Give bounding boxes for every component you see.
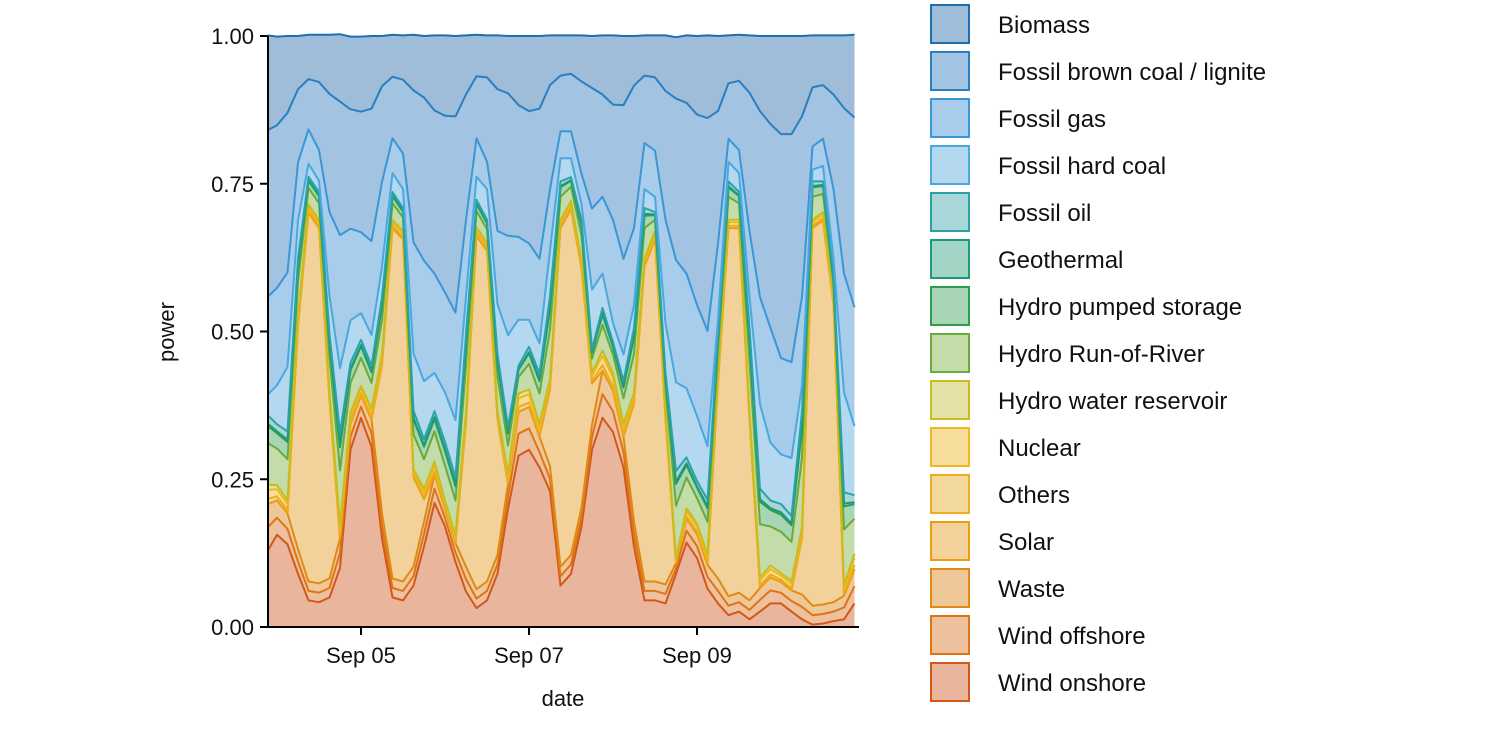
legend-swatch: [930, 145, 970, 185]
legend-swatch: [930, 615, 970, 655]
legend-swatch: [930, 380, 970, 420]
legend-swatch: [930, 333, 970, 373]
legend-swatch: [930, 521, 970, 561]
legend-label: Hydro pumped storage: [998, 294, 1243, 321]
area-lines: [267, 33, 856, 626]
area-solar: [268, 209, 855, 606]
legend-swatch: [930, 4, 970, 44]
legend-item: Fossil hard coal: [930, 145, 1450, 192]
legend-item: Hydro pumped storage: [930, 286, 1450, 333]
area-biomass: [268, 34, 855, 135]
legend-label: Wind onshore: [998, 670, 1147, 697]
x-axis-label: date: [542, 686, 585, 711]
legend-item: Nuclear: [930, 427, 1450, 474]
legend-label: Solar: [998, 529, 1055, 556]
legend-item: Fossil oil: [930, 192, 1450, 239]
legend-item: Solar: [930, 521, 1450, 568]
area-layers: [268, 34, 855, 627]
legend-swatch: [930, 51, 970, 91]
line-fossil-hard-coal: [267, 157, 856, 459]
legend-label: Fossil gas: [998, 106, 1107, 133]
legend-swatch: [930, 192, 970, 232]
legend-item: Wind onshore: [930, 662, 1450, 709]
legend-item: Biomass: [930, 4, 1450, 51]
area-hydro-run-of-river: [268, 186, 855, 585]
legend-swatch: [930, 662, 970, 702]
legend-label: Biomass: [998, 12, 1091, 39]
line-wind-onshore: [267, 416, 856, 626]
area-wind-offshore: [268, 394, 855, 625]
legend-item: Waste: [930, 568, 1450, 615]
legend-label: Nuclear: [998, 435, 1081, 462]
area-fossil-brown-coal-lignite: [268, 73, 855, 363]
line-biomass: [267, 33, 855, 39]
legend-label: Hydro water reservoir: [998, 388, 1228, 415]
legend-swatch: [930, 98, 970, 138]
legend-label: Others: [998, 482, 1071, 509]
line-fossil-brown-coal-lignite: [267, 72, 856, 136]
legend-label: Hydro Run-of-River: [998, 341, 1205, 368]
legend-swatch: [930, 427, 970, 467]
y-tick-label: 0.25: [211, 467, 254, 492]
x-tick-label: Sep 07: [494, 643, 564, 668]
legend-item: Wind offshore: [930, 615, 1450, 662]
y-tick-label: 0.00: [211, 615, 254, 640]
legend-label: Fossil oil: [998, 200, 1092, 227]
y-axis-label: power: [154, 302, 179, 362]
legend-label: Waste: [998, 576, 1066, 603]
x-tick-label: Sep 05: [326, 643, 396, 668]
x-tick-label: Sep 09: [662, 643, 732, 668]
area-fossil-gas: [268, 129, 855, 458]
line-hydro-water-reservoir: [267, 199, 856, 586]
y-tick-label: 0.75: [211, 172, 254, 197]
legend-swatch: [930, 568, 970, 608]
legend-label: Geothermal: [998, 247, 1124, 274]
legend-swatch: [930, 239, 970, 279]
legend-label: Wind offshore: [998, 623, 1146, 650]
y-axis-ticks: 0.00 0.25 0.50 0.75 1.00: [211, 24, 268, 640]
legend-swatch: [930, 474, 970, 514]
legend-item: Hydro water reservoir: [930, 380, 1450, 427]
legend-item: Geothermal: [930, 239, 1450, 286]
y-tick-label: 1.00: [211, 24, 254, 49]
legend-item: Fossil brown coal / lignite: [930, 51, 1450, 98]
legend-item: Others: [930, 474, 1450, 521]
legend-swatch: [930, 286, 970, 326]
line-wind-offshore: [267, 393, 856, 617]
line-fossil-gas: [267, 128, 856, 364]
y-tick-label: 0.50: [211, 320, 254, 345]
line-fossil-oil: [267, 175, 855, 517]
x-axis-ticks: Sep 05 Sep 07 Sep 09: [326, 627, 732, 668]
legend-item: Fossil gas: [930, 98, 1450, 145]
legend-label: Fossil hard coal: [998, 153, 1167, 180]
legend-item: Hydro Run-of-River: [930, 333, 1450, 380]
legend-label: Fossil brown coal / lignite: [998, 59, 1267, 86]
